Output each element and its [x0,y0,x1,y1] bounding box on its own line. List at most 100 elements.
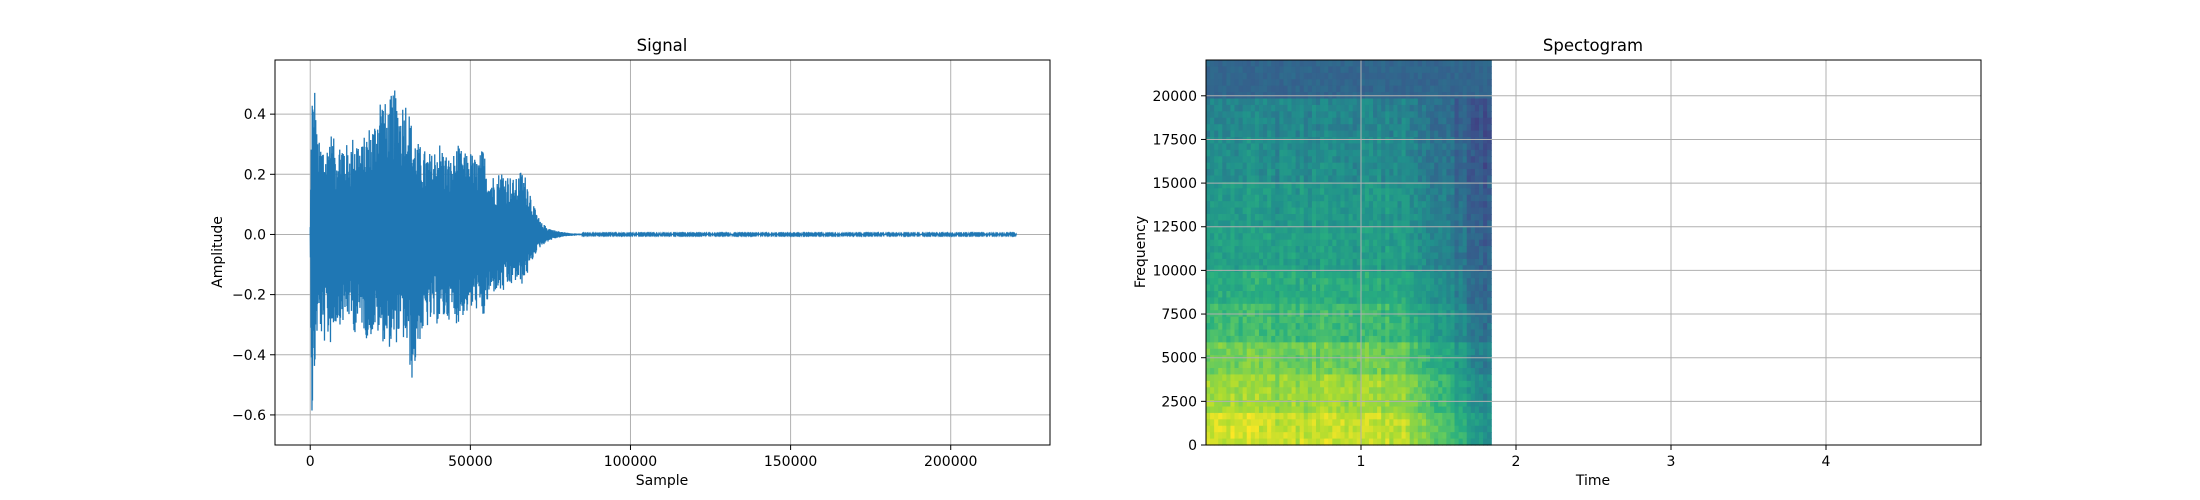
spectrogram-cell [1250,124,1256,132]
spectrogram-cell [1254,316,1260,324]
spectrogram-cell [1340,79,1346,87]
spectrogram-cell [1364,291,1370,299]
spectrogram-cell [1356,72,1362,80]
spectrogram-cell [1474,303,1480,311]
spectrogram-cell [1397,291,1403,299]
spectrogram-cell [1405,425,1411,433]
spectrogram-cell [1210,201,1215,209]
spectrogram-cell [1279,214,1285,222]
spectrogram-cell [1413,323,1419,331]
spectrogram-cell [1409,214,1415,222]
spectrogram-cell [1320,348,1325,356]
spectrogram-cell [1438,387,1443,395]
spectrogram-cell [1234,348,1240,356]
spectrogram-cell [1210,169,1215,177]
spectrogram-cell [1389,85,1395,93]
spectrogram-cell [1246,169,1252,177]
spectrogram-cell [1295,361,1301,369]
spectrogram-cell [1483,374,1488,382]
spectrogram-cell [1291,66,1297,74]
spectrogram-cell [1348,406,1354,414]
spectrogram-cell [1250,278,1256,286]
spectrogram-cell [1283,368,1289,376]
spectrogram-cell [1222,72,1227,80]
spectrogram-cell [1389,329,1395,337]
spectrogram-cell [1430,380,1435,388]
spectrogram-cell [1397,335,1403,343]
spectrogram-cell [1356,207,1362,215]
spectrogram-cell [1210,380,1215,388]
spectrogram-cell [1263,284,1268,292]
spectrogram-cell [1462,265,1468,273]
spectrogram-cell [1360,194,1366,202]
spectrogram-cell [1360,239,1366,247]
spectrogram-cell [1226,181,1232,189]
spectrogram-cell [1368,188,1374,196]
spectrogram-cell [1332,79,1337,87]
spectrogram-cell [1283,233,1289,241]
spectrogram-cell [1214,393,1219,401]
spectrogram-cell [1381,72,1386,80]
spectrogram-cell [1218,361,1223,369]
spectrogram-cell [1230,432,1236,440]
spectrogram-cell [1377,207,1382,215]
spectrogram-cell [1401,348,1407,356]
spectrogram-cell [1364,432,1370,440]
spectrogram-cell [1218,393,1223,401]
spectrogram-cell [1340,194,1346,202]
spectrogram-cell [1246,393,1252,401]
spectrogram-cell [1263,329,1268,337]
spectrogram-cell [1218,226,1223,234]
spectrogram-cell [1478,380,1484,388]
spectrogram-cell [1426,233,1431,241]
spectrogram-cell [1421,412,1427,420]
spectrogram-cell [1364,297,1370,305]
spectrogram-cell [1360,175,1366,183]
spectrogram-cell [1442,162,1447,170]
spectrogram-cell [1401,412,1407,420]
spectrogram-cell [1254,387,1260,395]
spectrogram-cell [1356,335,1362,343]
spectrogram-cell [1430,406,1435,414]
spectrogram-cell [1478,220,1484,228]
spectrogram-cell [1352,137,1358,145]
spectrogram-cell [1364,181,1370,189]
spectrogram-cell [1303,60,1309,68]
spectrogram-cell [1483,323,1488,331]
spectrogram-cell [1348,380,1354,388]
spectrogram-cell [1442,72,1447,80]
spectrogram-cell [1348,291,1354,299]
spectrogram-cell [1336,143,1342,151]
spectrogram-cell [1242,271,1248,279]
spectrogram-cell [1450,265,1456,273]
spectrogram-cell [1206,271,1211,279]
spectrogram-cell [1385,412,1390,420]
spectrogram-cell [1328,297,1333,305]
spectrogram-cell [1356,400,1362,408]
spectrogram-cell [1381,239,1386,247]
spectrogram-cell [1462,438,1468,446]
spectrogram-cell [1287,137,1293,145]
spectrogram-cell [1324,201,1329,209]
spectrogram-cell [1275,111,1280,119]
spectrogram-cell [1470,60,1476,68]
spectrogram-cell [1242,194,1248,202]
spectrogram-cell [1454,303,1460,311]
spectrogram-cell [1287,233,1293,241]
spectrogram-cell [1454,181,1460,189]
spectrogram-cell [1417,149,1423,157]
spectrogram-cell [1442,188,1447,196]
spectrogram-cell [1271,207,1276,215]
spectrogram-cell [1348,201,1354,209]
spectrogram-cell [1389,368,1395,376]
spectrogram-cell [1368,297,1374,305]
spectrogram-cell [1246,252,1252,260]
spectrogram-cell [1470,246,1476,254]
spectrogram-cell [1417,438,1423,446]
spectrogram-cell [1434,130,1439,138]
spectrogram-cell [1267,194,1272,202]
spectrogram-cell [1267,188,1272,196]
spectrogram-cell [1238,400,1244,408]
spectrogram-cell [1242,374,1248,382]
spectrogram-cell [1409,207,1415,215]
